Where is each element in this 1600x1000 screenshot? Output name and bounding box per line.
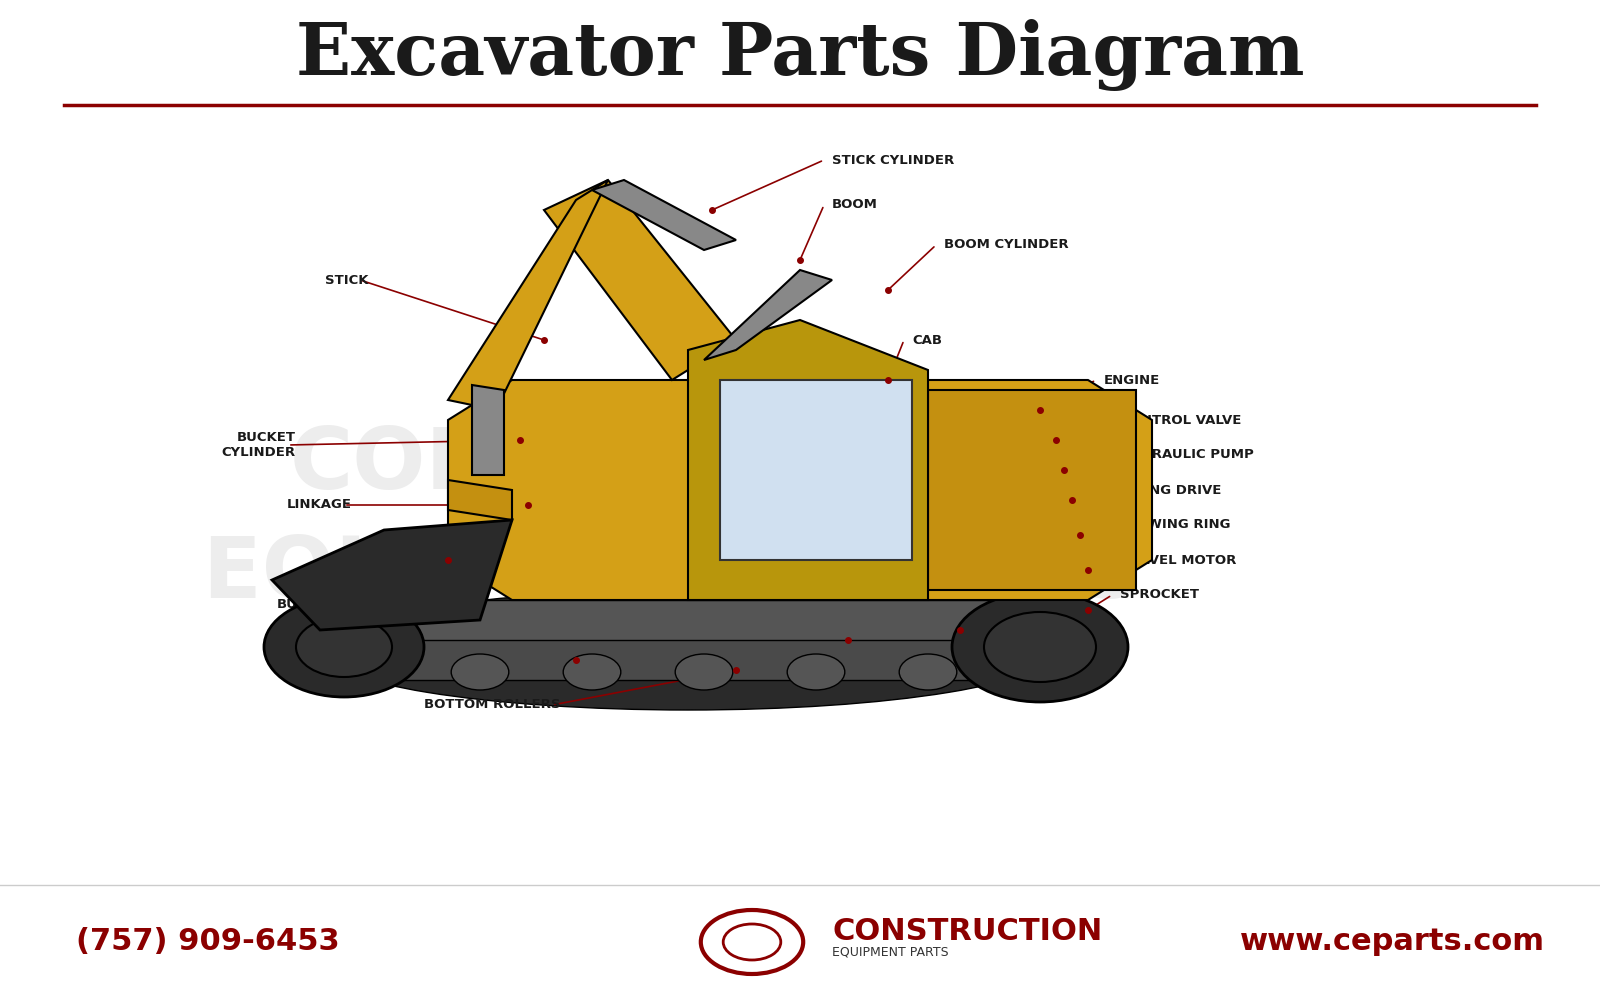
Circle shape [675,654,733,690]
Polygon shape [448,380,1152,600]
Text: BOOM CYLINDER: BOOM CYLINDER [944,238,1069,251]
Circle shape [899,654,957,690]
Polygon shape [544,180,736,380]
Text: STICK: STICK [325,273,368,286]
Text: STICK CYLINDER: STICK CYLINDER [832,153,954,166]
Text: CONTROL VALVE: CONTROL VALVE [1120,414,1242,426]
Text: TRACK SPRINGS: TRACK SPRINGS [288,668,408,682]
Text: FINAL
DRIVE: FINAL DRIVE [992,636,1038,664]
Bar [352,600,1040,640]
Text: CONSTRUCTION
EQUIPMENT  PARTS: CONSTRUCTION EQUIPMENT PARTS [203,424,1141,616]
Text: LINKAGE: LINKAGE [286,498,352,512]
Text: www.ceparts.com: www.ceparts.com [1240,928,1544,956]
Polygon shape [448,180,608,410]
Polygon shape [472,385,504,475]
Circle shape [264,597,424,697]
Text: BOTTOM ROLLERS: BOTTOM ROLLERS [424,698,560,712]
Polygon shape [704,270,832,360]
Bar [928,390,1136,590]
Text: (757) 909-6453: (757) 909-6453 [77,928,339,956]
Ellipse shape [320,590,1056,710]
Text: EQUIPMENT PARTS: EQUIPMENT PARTS [832,946,949,958]
Text: ENGINE: ENGINE [1104,373,1160,386]
Circle shape [451,654,509,690]
Text: TRAVEL MOTOR: TRAVEL MOTOR [1120,554,1237,566]
Text: SLEWING RING: SLEWING RING [1120,518,1230,532]
Text: BOOM: BOOM [832,198,878,212]
Bar [720,380,912,560]
Text: BUCKET: BUCKET [277,598,336,611]
Circle shape [563,654,621,690]
Text: TRACK
GROUPS: TRACK GROUPS [864,646,926,674]
Circle shape [296,617,392,677]
Text: CONSTRUCTION: CONSTRUCTION [832,918,1102,946]
Text: SPROCKET: SPROCKET [1120,588,1198,601]
Circle shape [984,612,1096,682]
Text: CAB: CAB [912,334,942,347]
Polygon shape [448,480,512,520]
Text: HYDRAULIC PUMP: HYDRAULIC PUMP [1120,448,1254,462]
Polygon shape [272,520,512,630]
Circle shape [787,654,845,690]
Text: SWING DRIVE: SWING DRIVE [1120,484,1221,496]
Text: BUCKET
CYLINDER: BUCKET CYLINDER [222,431,296,459]
Text: Excavator Parts Diagram: Excavator Parts Diagram [296,19,1304,91]
Polygon shape [592,180,736,250]
Bar [336,615,1040,680]
Circle shape [952,592,1128,702]
Polygon shape [688,320,928,600]
